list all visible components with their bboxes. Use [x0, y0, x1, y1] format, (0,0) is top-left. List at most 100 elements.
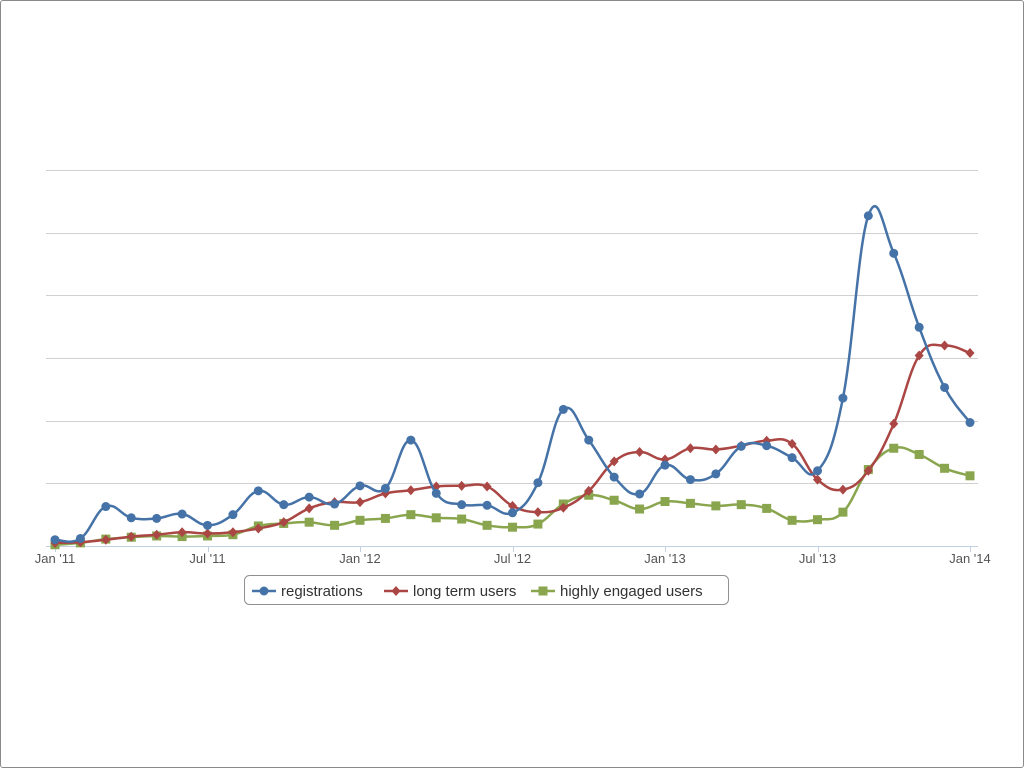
data-point-registrations[interactable]	[203, 520, 212, 530]
series-group	[50, 205, 975, 550]
data-point-long-term-users[interactable]	[533, 507, 543, 518]
data-point-highly-engaged-users[interactable]	[330, 520, 340, 530]
data-point-long-term-users[interactable]	[940, 340, 950, 351]
x-tick-label: Jul '12	[494, 551, 531, 566]
data-point-long-term-users[interactable]	[279, 517, 289, 528]
data-point-highly-engaged-users[interactable]	[787, 515, 797, 525]
data-point-registrations[interactable]	[965, 418, 975, 428]
data-point-long-term-users[interactable]	[813, 474, 822, 485]
data-point-long-term-users[interactable]	[304, 503, 314, 514]
data-point-highly-engaged-users[interactable]	[482, 520, 492, 530]
data-point-long-term-users[interactable]	[685, 443, 695, 454]
data-point-registrations[interactable]	[253, 486, 263, 496]
data-point-highly-engaged-users[interactable]	[431, 513, 441, 523]
legend-item-registrations[interactable]: registrations	[252, 583, 363, 600]
data-point-registrations[interactable]	[533, 478, 543, 488]
x-tick-label: Jan '14	[949, 551, 991, 566]
data-point-long-term-users[interactable]	[406, 485, 416, 496]
data-point-highly-engaged-users[interactable]	[380, 513, 390, 523]
data-point-registrations[interactable]	[380, 483, 390, 493]
data-point-registrations[interactable]	[660, 460, 670, 470]
data-point-highly-engaged-users[interactable]	[304, 517, 314, 527]
data-point-registrations[interactable]	[101, 502, 111, 512]
data-point-highly-engaged-users[interactable]	[533, 519, 543, 529]
data-point-registrations[interactable]	[330, 499, 340, 509]
data-point-long-term-users[interactable]	[228, 527, 238, 538]
data-point-registrations[interactable]	[914, 322, 924, 332]
data-point-highly-engaged-users[interactable]	[762, 503, 772, 513]
data-point-registrations[interactable]	[558, 404, 568, 414]
data-point-registrations[interactable]	[940, 382, 950, 392]
data-point-long-term-users[interactable]	[863, 465, 873, 476]
data-point-registrations[interactable]	[736, 441, 746, 451]
data-point-long-term-users[interactable]	[101, 534, 111, 545]
data-point-registrations[interactable]	[609, 472, 619, 482]
data-point-registrations[interactable]	[50, 535, 60, 545]
data-point-long-term-users[interactable]	[889, 418, 899, 429]
data-point-registrations[interactable]	[279, 500, 289, 510]
data-point-registrations[interactable]	[126, 513, 136, 523]
legend-item-highly-engaged-users[interactable]: highly engaged users	[531, 583, 703, 600]
data-point-long-term-users[interactable]	[203, 528, 212, 539]
data-point-highly-engaged-users[interactable]	[355, 515, 365, 525]
data-point-registrations[interactable]	[304, 492, 314, 502]
x-tick-label: Jul '13	[799, 551, 836, 566]
data-point-long-term-users[interactable]	[482, 481, 492, 492]
data-point-highly-engaged-users[interactable]	[965, 471, 975, 481]
data-point-long-term-users[interactable]	[126, 531, 136, 542]
data-point-highly-engaged-users[interactable]	[609, 495, 619, 505]
data-point-highly-engaged-users[interactable]	[508, 522, 517, 532]
data-point-long-term-users[interactable]	[635, 447, 645, 457]
data-point-registrations[interactable]	[711, 469, 721, 479]
data-point-registrations[interactable]	[838, 393, 848, 403]
data-point-highly-engaged-users[interactable]	[660, 497, 670, 507]
data-point-registrations[interactable]	[863, 211, 873, 221]
data-point-long-term-users[interactable]	[965, 347, 975, 358]
data-point-long-term-users[interactable]	[838, 484, 848, 495]
x-tick-label: Jan '11	[35, 551, 76, 566]
data-point-highly-engaged-users[interactable]	[711, 501, 721, 511]
x-tick-label: Jan '12	[339, 551, 381, 566]
data-point-long-term-users[interactable]	[177, 527, 187, 538]
data-point-highly-engaged-users[interactable]	[685, 498, 695, 508]
legend-item-long-term-users[interactable]: long term users	[384, 583, 516, 600]
data-point-long-term-users[interactable]	[711, 444, 721, 455]
data-point-highly-engaged-users[interactable]	[457, 514, 467, 524]
data-point-registrations[interactable]	[177, 509, 187, 519]
data-point-registrations[interactable]	[813, 466, 822, 476]
data-point-registrations[interactable]	[787, 453, 797, 463]
data-point-long-term-users[interactable]	[787, 438, 797, 449]
data-point-registrations[interactable]	[75, 533, 85, 543]
data-point-registrations[interactable]	[152, 513, 162, 523]
data-point-long-term-users[interactable]	[609, 456, 619, 467]
data-point-highly-engaged-users[interactable]	[914, 450, 924, 460]
data-point-highly-engaged-users[interactable]	[736, 500, 746, 510]
data-point-registrations[interactable]	[508, 508, 517, 518]
data-point-long-term-users[interactable]	[355, 497, 365, 508]
data-point-long-term-users[interactable]	[152, 529, 162, 540]
data-point-highly-engaged-users[interactable]	[940, 463, 950, 473]
data-point-long-term-users[interactable]	[253, 523, 263, 534]
data-point-highly-engaged-users[interactable]	[635, 504, 645, 514]
data-point-registrations[interactable]	[482, 500, 492, 510]
data-point-registrations[interactable]	[889, 248, 899, 258]
data-point-highly-engaged-users[interactable]	[889, 443, 899, 453]
data-point-highly-engaged-users[interactable]	[406, 510, 416, 520]
data-point-registrations[interactable]	[406, 435, 416, 445]
data-point-highly-engaged-users[interactable]	[838, 507, 848, 517]
data-point-registrations[interactable]	[635, 489, 645, 499]
data-point-registrations[interactable]	[685, 475, 695, 485]
data-point-registrations[interactable]	[762, 441, 772, 451]
data-point-registrations[interactable]	[584, 435, 594, 445]
data-point-long-term-users[interactable]	[914, 350, 924, 361]
data-point-long-term-users[interactable]	[508, 500, 517, 511]
data-point-long-term-users[interactable]	[457, 480, 467, 491]
data-point-registrations[interactable]	[431, 488, 441, 498]
data-point-highly-engaged-users[interactable]	[813, 515, 822, 525]
data-point-registrations[interactable]	[228, 510, 238, 520]
legend[interactable]: registrations long term users highly engag…	[244, 575, 729, 605]
data-point-registrations[interactable]	[355, 481, 365, 491]
data-point-long-term-users[interactable]	[558, 502, 568, 513]
data-point-registrations[interactable]	[457, 500, 467, 510]
data-point-long-term-users[interactable]	[584, 485, 594, 496]
